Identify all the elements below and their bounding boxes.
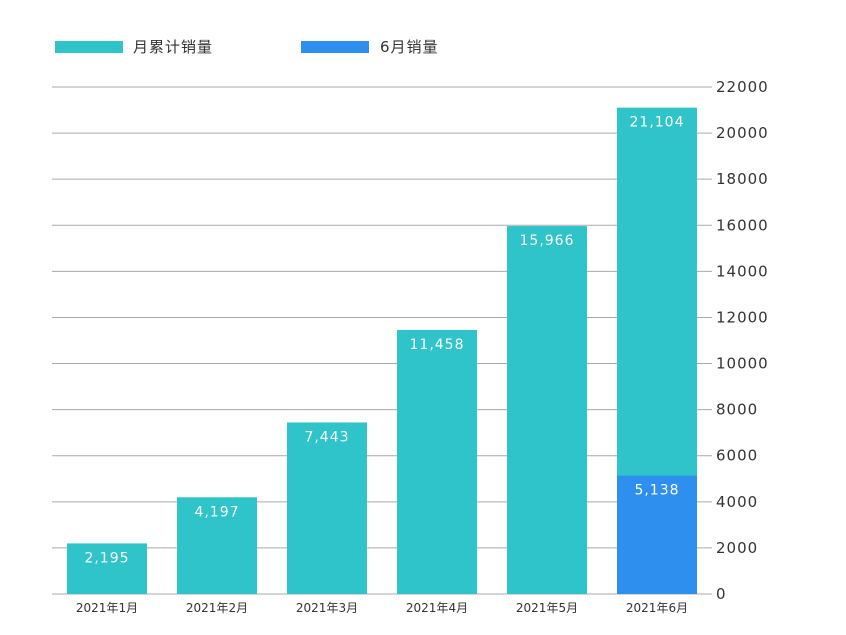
bar-june — [617, 475, 697, 594]
y-tick-label: 0 — [716, 585, 727, 603]
y-tick-label: 12000 — [716, 308, 769, 326]
legend-swatch-cumulative — [55, 41, 123, 53]
bar-cumulative — [177, 497, 257, 594]
legend-swatch-june — [301, 41, 369, 53]
y-tick-label: 18000 — [716, 170, 769, 188]
y-tick-label: 4000 — [716, 493, 758, 511]
bar-cumulative — [287, 422, 367, 594]
legend-label-june: 6月销量 — [380, 38, 439, 56]
x-tick-label: 2021年6月 — [626, 601, 688, 615]
y-tick-label: 8000 — [716, 401, 758, 419]
bar-cumulative — [507, 226, 587, 594]
x-tick-label: 2021年3月 — [296, 601, 358, 615]
y-tick-label: 22000 — [716, 78, 769, 96]
y-tick-label: 14000 — [716, 262, 769, 280]
x-tick-label: 2021年1月 — [76, 601, 138, 615]
bar-cumulative — [67, 543, 147, 594]
x-tick-label: 2021年5月 — [516, 601, 578, 615]
y-tick-label: 10000 — [716, 355, 769, 373]
legend-label-cumulative: 月累计销量 — [133, 38, 214, 56]
bar-cumulative — [397, 329, 477, 594]
bar-value-label: 15,966 — [520, 233, 575, 249]
bar-value-label: 2,195 — [84, 550, 129, 566]
y-tick-label: 20000 — [716, 124, 769, 142]
y-tick-label: 2000 — [716, 539, 758, 557]
bar-value-label: 7,443 — [304, 429, 349, 445]
x-tick-label: 2021年2月 — [186, 601, 248, 615]
y-tick-label: 16000 — [716, 216, 769, 234]
bar-value-label: 21,104 — [630, 115, 685, 131]
bar-value-label: 4,197 — [194, 504, 239, 520]
bar-value-label: 11,458 — [410, 337, 465, 353]
y-tick-label: 6000 — [716, 447, 758, 465]
bar-value-label: 5,138 — [634, 483, 679, 499]
x-tick-label: 2021年4月 — [406, 601, 468, 615]
